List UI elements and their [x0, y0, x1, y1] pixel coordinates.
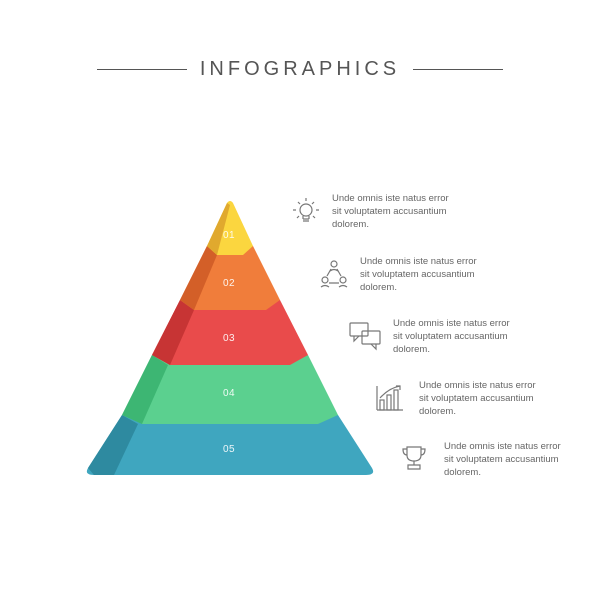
callout-text-03: Unde omnis iste natus error sit voluptat… — [393, 318, 513, 356]
callout-text-04: Unde omnis iste natus error sit voluptat… — [419, 380, 539, 418]
callouts: Unde omnis iste natus error sit voluptat… — [0, 0, 600, 600]
chart-icon — [374, 382, 406, 419]
people-icon — [318, 258, 350, 295]
callout-text-01: Unde omnis iste natus error sit voluptat… — [332, 193, 452, 231]
callout-text-05: Unde omnis iste natus error sit voluptat… — [444, 441, 564, 479]
trophy-icon — [399, 443, 429, 478]
callout-text-02: Unde omnis iste natus error sit voluptat… — [360, 256, 480, 294]
bulb-icon — [290, 195, 322, 232]
chat-icon — [348, 320, 382, 357]
